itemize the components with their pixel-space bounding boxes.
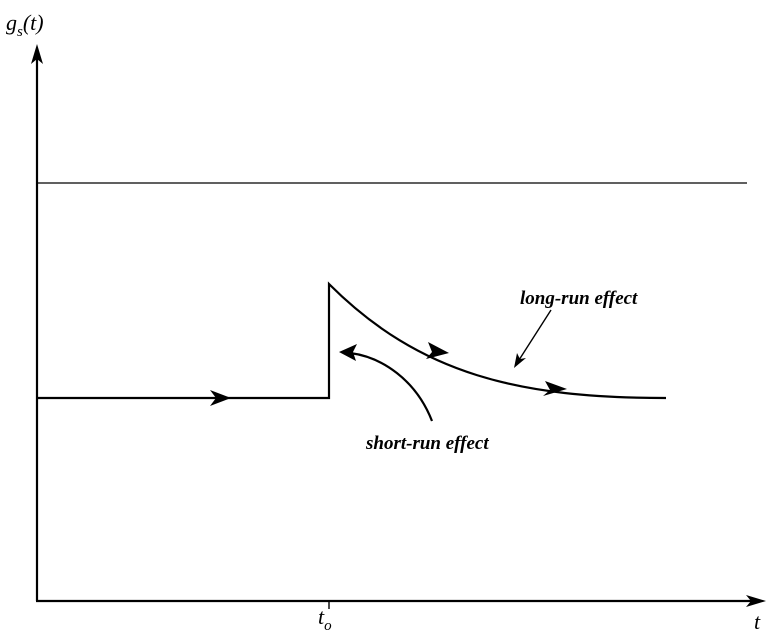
y-axis-arrowhead (31, 44, 43, 64)
time-marker-label: to (318, 604, 332, 634)
short-run-pointer-arrowhead (339, 344, 357, 361)
growth-path (37, 281, 667, 400)
x-axis-arrowhead (746, 595, 766, 607)
path-direction-arrow-1 (210, 390, 231, 406)
long-run-pointer-line (518, 309, 552, 361)
long-run-pointer-arrowhead (514, 353, 526, 368)
short-run-pointer-curve (349, 351, 434, 422)
short-run-effect-label: short-run effect (365, 433, 489, 454)
path-direction-arrow-3 (543, 381, 567, 396)
time-marker-main: t (318, 604, 325, 629)
y-axis-label-main: g (6, 10, 17, 35)
x-axis-label: t (754, 609, 761, 634)
y-axis-label-suffix: (t) (23, 10, 44, 35)
path-direction-arrow-2 (426, 342, 449, 359)
long-run-effect-label: long-run effect (520, 288, 638, 309)
y-axis-label-subscript: s (17, 24, 23, 40)
y-axis-label: gs(t) (6, 10, 44, 40)
time-marker-subscript: o (324, 618, 332, 634)
